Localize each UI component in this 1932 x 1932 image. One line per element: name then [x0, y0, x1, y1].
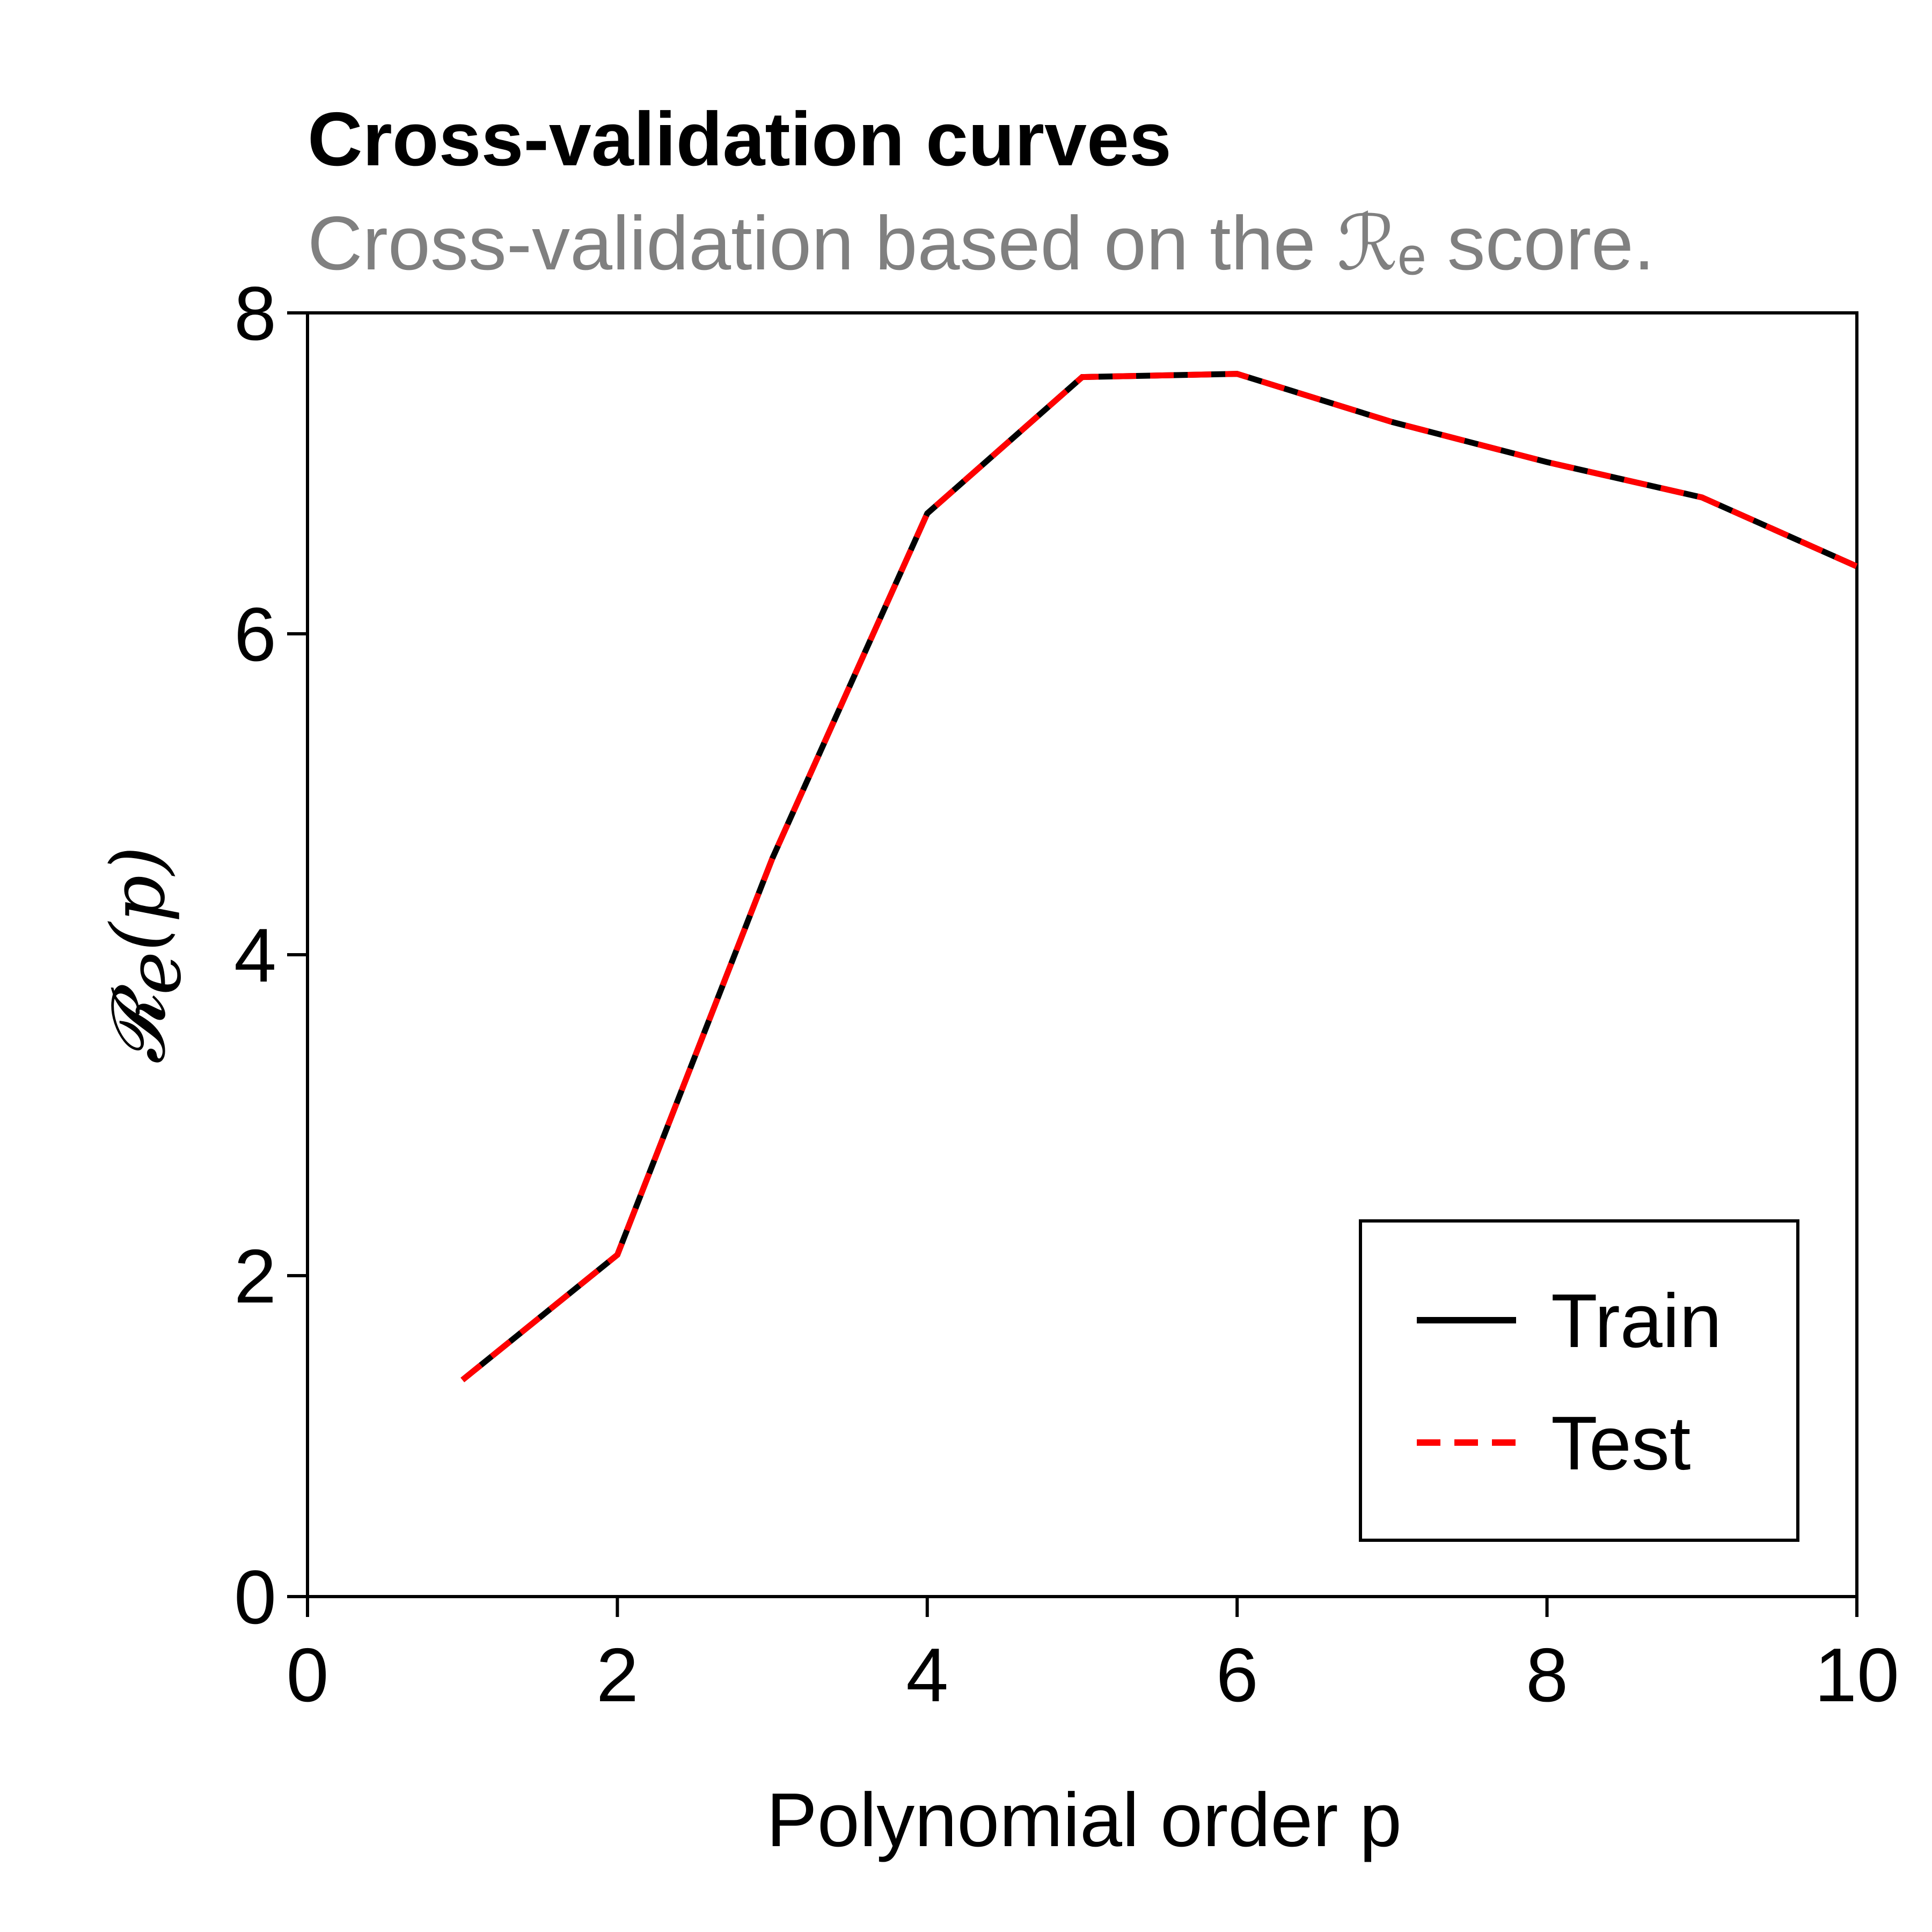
x-tick-label: 10	[1814, 1633, 1899, 1718]
legend: Train Test	[1359, 1219, 1799, 1542]
svg-text:𝓡e(p): 𝓡e(p)	[95, 846, 197, 1065]
y-tick-label: 6	[234, 592, 276, 677]
x-axis-label: Polynomial order p	[766, 1777, 1402, 1863]
y-tick-label: 2	[234, 1234, 276, 1319]
plot-area: 0 2 4 6 8 10 0 2 4 6 8	[234, 271, 1899, 1718]
x-tick-label: 6	[1216, 1633, 1258, 1718]
legend-label-train: Train	[1551, 1278, 1722, 1364]
chart-subtitle: Cross-validation based on the ℛₑ score.	[308, 201, 1655, 286]
legend-box	[1359, 1219, 1799, 1542]
y-axis-label: 𝓡e(p)	[95, 846, 197, 1065]
x-tick-label: 2	[596, 1633, 639, 1718]
y-tick-label: 8	[234, 271, 276, 356]
x-tick-label: 8	[1526, 1633, 1568, 1718]
chart-title: Cross-validation curves	[308, 97, 1172, 182]
series-line-test	[460, 371, 1858, 1382]
y-tick-label: 0	[234, 1555, 276, 1640]
x-tick-label: 0	[287, 1633, 329, 1718]
y-axis-label-subscript: e	[111, 952, 197, 996]
x-tick-label: 4	[906, 1633, 948, 1718]
y-axis-label-symbol: 𝓡	[95, 983, 181, 1064]
y-axis-label-argument: (p)	[95, 846, 181, 952]
y-tick-label: 4	[234, 913, 276, 998]
legend-label-test: Test	[1551, 1401, 1690, 1486]
